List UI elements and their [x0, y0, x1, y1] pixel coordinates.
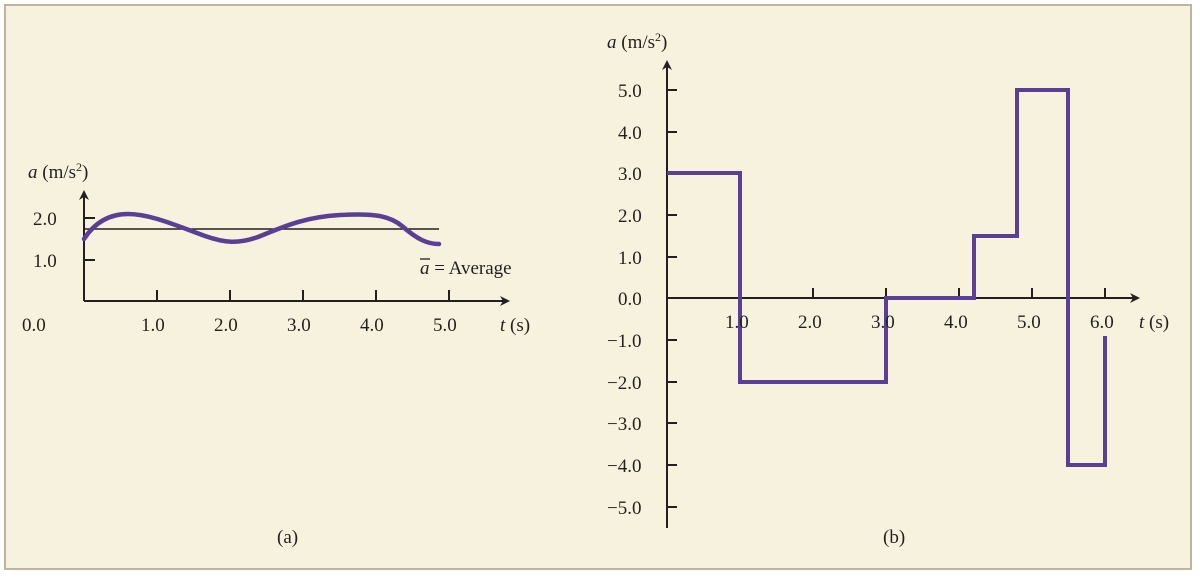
- chart-a-xtick-label-1: 1.0: [141, 315, 165, 336]
- chart-b-ytick-label-4: 4.0: [618, 123, 642, 144]
- chart-a: a (m/s2) 2.0 1.0 0.0 1.0 2.0 3.0 4.0 5.0…: [22, 160, 530, 548]
- chart-a-xtick-label-3: 3.0: [287, 315, 311, 336]
- chart-a-xtick-label-4: 4.0: [360, 315, 384, 336]
- svg-text:a (m/s2): a (m/s2): [607, 30, 667, 53]
- chart-b-xtick-label-1: 1.0: [725, 312, 749, 333]
- chart-a-xtick-label-5: 5.0: [433, 315, 457, 336]
- chart-a-caption: (a): [277, 527, 298, 548]
- chart-b-ytick-label-3: 3.0: [618, 164, 642, 185]
- chart-b-xtick-label-2: 2.0: [798, 312, 822, 333]
- chart-b-ytick-label-m5: −5.0: [607, 498, 641, 519]
- chart-b-xlabel-var: t: [1139, 312, 1145, 333]
- chart-b-ytick-label-m4: −4.0: [607, 456, 641, 477]
- chart-a-ylabel-exp: 2: [76, 160, 82, 174]
- svg-text:a = Average: a = Average: [420, 258, 512, 279]
- chart-a-avg-symbol: a: [420, 258, 430, 279]
- chart-b-ytick-label-m1: −1.0: [607, 331, 641, 352]
- chart-a-ytick-label-2: 2.0: [33, 209, 57, 230]
- figure-frame: [4, 4, 1192, 570]
- chart-b-ytick-label-m2: −2.0: [607, 373, 641, 394]
- chart-a-xlabel-unit: (s): [510, 315, 530, 336]
- chart-a-ylabel-var: a: [28, 162, 38, 183]
- chart-a-origin-label: 0.0: [22, 315, 46, 336]
- chart-b-acceleration-step-curve: [667, 88, 1107, 467]
- chart-b-ytick-label-2: 2.0: [618, 206, 642, 227]
- chart-a-ytick-label-1: 1.0: [33, 251, 57, 272]
- chart-b-xtick-label-5: 5.0: [1017, 312, 1041, 333]
- chart-a-avg-text: = Average: [434, 258, 511, 279]
- chart-b-ytick-label-m3: −3.0: [607, 414, 641, 435]
- chart-b-xlabel-unit: (s): [1149, 312, 1169, 333]
- chart-a-acceleration-curve: [81, 211, 442, 247]
- chart-b-ylabel-var: a: [607, 32, 617, 53]
- chart-b-ytick-label-1: 1.0: [618, 248, 642, 269]
- chart-b-ylabel-unit: (m/s: [621, 32, 655, 53]
- chart-b-ytick-label-5: 5.0: [618, 81, 642, 102]
- chart-a-ylabel-close: ): [82, 162, 88, 183]
- svg-text:a (m/s2): a (m/s2): [28, 160, 88, 183]
- chart-b-ylabel-exp: 2: [655, 30, 661, 44]
- chart-b-xtick-label-3: 3.0: [871, 312, 895, 333]
- chart-a-ylabel-unit: (m/s: [42, 162, 76, 183]
- svg-text:t (s): t (s): [1139, 312, 1169, 333]
- chart-b-ytick-label-0: 0.0: [618, 289, 642, 310]
- chart-b-caption: (b): [883, 527, 905, 548]
- chart-a-xlabel-var: t: [500, 315, 506, 336]
- chart-b: a (m/s2) 5.0 4.0 3.0 2.0 1.0 0.0 −1.0 −2…: [607, 30, 1169, 548]
- chart-a-xtick-label-2: 2.0: [214, 315, 238, 336]
- chart-b-ylabel-close: ): [661, 32, 667, 53]
- chart-b-xtick-label-6: 6.0: [1090, 312, 1114, 333]
- chart-b-xtick-label-4: 4.0: [944, 312, 968, 333]
- svg-text:t (s): t (s): [500, 315, 530, 336]
